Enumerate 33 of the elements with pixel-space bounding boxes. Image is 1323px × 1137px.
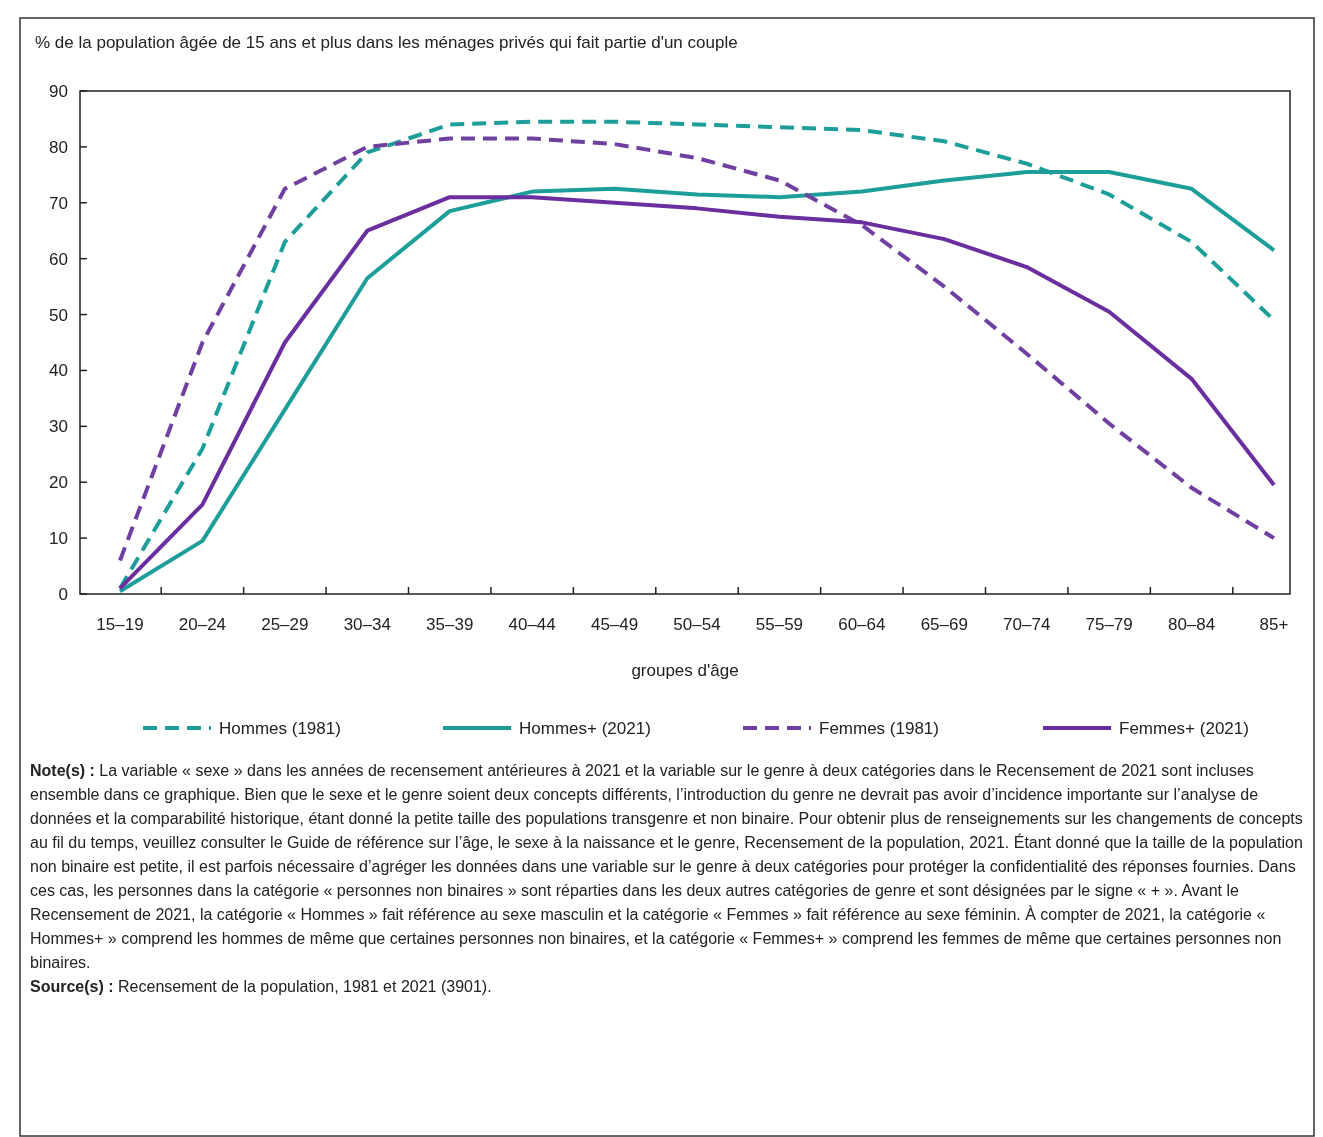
y-tick-label: 70 [49,193,68,213]
y-tick-label: 0 [58,585,68,604]
source-note: Source(s) : Recensement de la population, 1981 et 2021 (3901). [30,978,492,995]
y-tick-label: 30 [49,417,68,437]
y-tick-label: 90 [49,82,68,101]
y-axis-title: % de la population âgée de 15 ans et plus dans les ménages privés qui fait partie d'un couple [35,33,738,52]
x-tick-label: 40–44 [508,615,556,634]
x-tick-label: 25–29 [261,615,309,634]
text: Note(s) : La variable « sexe » dans les années de recensement antérieures à 2021 et la variable sur le genre à deux catégories dans le Recensement de 2021 sont incluses ensemble dans ce graphique. Bien que le sexe et le genre soient deux concepts différents, l’introduction du genre ne devrait pas avoir d’incidence importante sur l’analyse de données et la comparabilité historique, étant donné la petite taille des populations transgenre et non binaire. Pour obtenir plus de renseignements sur les changements de concepts au fil du temps, veuillez consulter le Guide de référence sur l’âge, le sexe à la naissance et le genre, Recensement de la population, 2021. Étant donné que la taille de la population non binaire est petite, il est parfois nécessaire d’agréger les données dans une variable sur le genre à deux catégories pour protéger la confidentialité des réponses fournies. Dans ces cas, les personnes dans la catégorie « personnes non binaires » sont réparties dans les deux autres catégories de genre et sont désignées par le signe « + ». Avant le Recensement de 2021, la catégorie « Hommes » fait référence au sexe masculin et la catégorie « Femmes » fait référence au sexe féminin. À compter de 2021, la catégorie « Hommes+ » comprend les hommes de même que certaines personnes non binaires, et la catégorie « Femmes+ » comprend les femmes de même que certaines personnes non binaires. [30,762,1303,971]
x-tick-label: 15–19 [96,615,144,634]
legend-label: Hommes (1981) [219,719,341,738]
x-tick-label: 30–34 [343,615,391,634]
x-tick-label: 85+ [1259,615,1289,634]
y-tick-label: 50 [49,305,68,325]
legend-label: Femmes+ (2021) [1119,719,1249,738]
legend-label: Hommes+ (2021) [519,719,651,738]
x-tick-label: 80–84 [1167,615,1216,634]
x-axis-title: groupes d'âge [631,661,739,680]
y-tick-label: 10 [49,529,68,549]
x-tick-label: 55–59 [755,615,804,634]
x-tick-label: 60–64 [838,615,886,634]
y-tick-label: 40 [49,361,68,381]
x-tick-label: 75–79 [1085,615,1133,634]
y-tick-label: 60 [49,249,68,269]
legend-label: Femmes (1981) [819,719,939,738]
y-tick-label: 20 [49,473,68,493]
x-tick-label: 50–54 [673,615,721,634]
x-tick-label: 20–24 [178,615,227,634]
x-tick-label: 70–74 [1003,615,1051,634]
x-tick-label: 35–39 [426,615,474,634]
x-tick-label: 65–69 [920,615,968,634]
x-tick-label: 45–49 [590,615,639,634]
y-tick-label: 80 [49,137,68,157]
